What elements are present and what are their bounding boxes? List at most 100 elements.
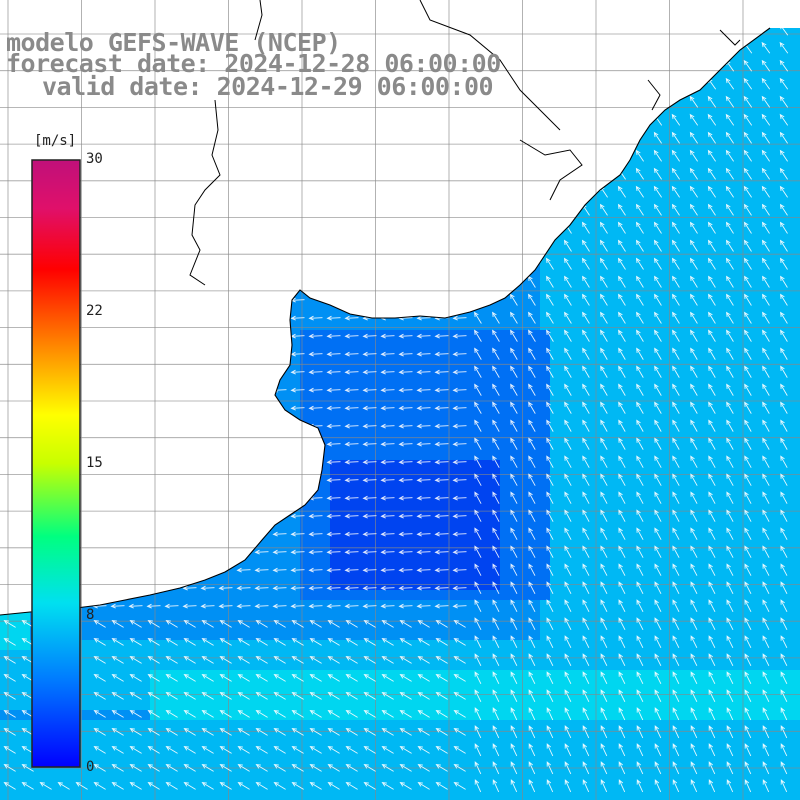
wind-arrow [528,329,536,342]
wind-arrow [780,761,788,775]
wind-arrow [780,617,788,631]
wind-arrow [618,437,626,450]
wind-arrow [165,746,178,754]
wind-arrow [618,455,626,468]
wind-arrow [690,491,698,504]
wind-arrow [636,689,644,703]
wind-arrow [546,581,554,595]
wind-arrow [689,203,698,216]
wind-arrow [129,710,142,718]
wind-arrow [762,689,770,703]
wind-arrow [474,689,482,703]
wind-arrow [744,509,752,522]
wind-arrow [492,383,500,396]
wind-arrow [474,347,482,360]
wind-arrow [255,728,268,736]
wind-arrow [345,674,358,682]
wind-arrow [564,329,572,342]
wind-arrow [344,369,359,375]
wind-arrow [671,149,680,162]
wind-arrow [492,563,500,576]
wind-arrow [654,527,662,540]
wind-arrow [761,41,771,54]
wind-arrow [309,638,322,646]
wind-arrow [381,638,394,646]
wind-arrow [309,656,322,664]
wind-arrow [380,441,395,447]
wind-arrow [762,599,770,613]
wind-arrow [510,491,518,504]
wind-arrow [474,743,482,757]
wind-arrow [452,423,467,429]
wind-arrow [218,585,233,591]
wind-arrow [690,293,698,306]
wind-arrow [93,656,106,664]
wind-arrow [528,527,536,540]
wind-arrow [743,95,753,108]
wind-arrow [690,527,698,540]
wind-arrow [147,728,160,736]
wind-arrow [743,41,753,54]
wind-arrow [582,599,590,613]
wind-arrow [201,728,214,736]
ocean-east-lighter [540,28,800,700]
wind-arrow [690,671,698,685]
wind-arrow [435,656,448,664]
wind-arrow [600,653,608,667]
wind-arrow [453,728,466,736]
wind-arrow [726,653,734,667]
wind-arrow [381,728,394,736]
wind-arrow [344,513,359,519]
wind-arrow [546,275,554,288]
wind-arrow [345,656,358,664]
wind-arrow [618,617,626,631]
wind-arrow [309,782,322,790]
wind-arrow [672,545,680,558]
wind-arrow [453,656,466,664]
wind-arrow [654,419,662,432]
wind-arrow [398,459,413,465]
wind-arrow [707,95,717,108]
wind-arrow [399,746,412,754]
wind-arrow [434,405,449,411]
wind-arrow [416,369,431,375]
wind-arrow [744,563,752,576]
wind-arrow [599,203,608,216]
wind-arrow [780,419,788,432]
wind-arrow [635,167,644,180]
wind-arrow [672,365,680,378]
wind-arrow [779,77,789,90]
wind-arrow [380,423,395,429]
wind-arrow [618,311,626,324]
wind-arrow [726,689,734,703]
wind-arrow [600,419,608,432]
wind-arrow [528,707,536,721]
ocean-bottom [0,720,800,800]
wind-arrow [762,347,770,360]
wind-arrow [291,728,304,736]
wind-arrow [326,351,341,357]
wind-arrow [546,707,554,721]
wind-arrow [417,620,430,628]
wind-arrow [416,513,431,519]
wind-arrow [435,782,448,790]
wind-arrow [326,405,341,411]
wind-arrow [725,131,734,144]
wind-arrow [780,779,788,793]
wind-arrow [417,692,430,700]
wind-arrow [654,545,662,558]
wind-arrow [362,351,377,357]
wind-arrow [654,311,662,324]
wind-arrow [398,423,413,429]
wind-arrow [636,473,644,486]
wind-arrow [528,347,536,360]
wind-arrow [344,549,359,555]
wind-arrow [762,311,770,324]
wind-arrow [564,707,572,721]
wind-arrow [690,581,698,595]
wind-arrow [725,239,734,252]
wind-arrow [291,620,304,628]
wind-arrow [690,707,698,721]
wind-arrow [290,387,305,393]
wind-arrow [690,437,698,450]
